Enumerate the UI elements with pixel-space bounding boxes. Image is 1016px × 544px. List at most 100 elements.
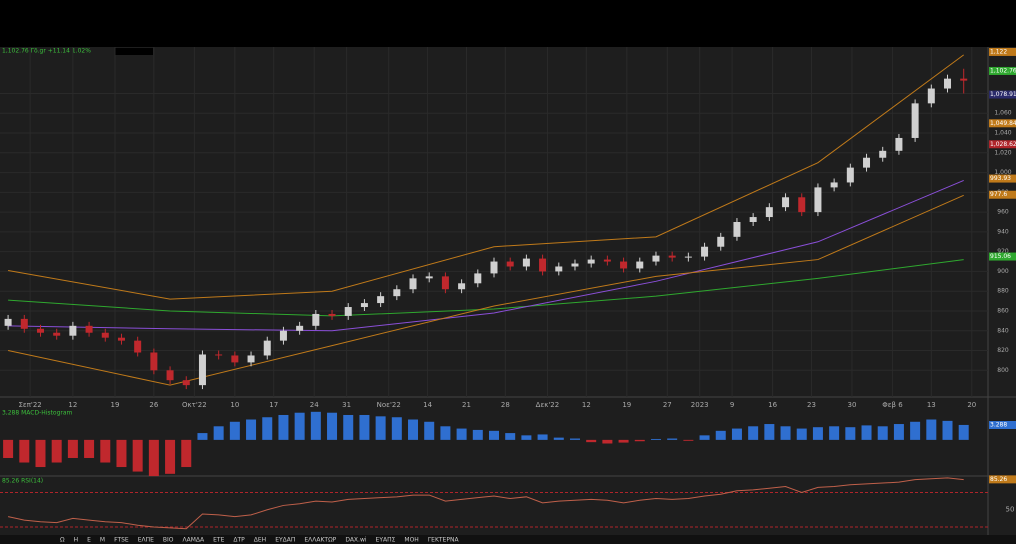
- price-badge-label: 1,078.91: [990, 91, 1016, 98]
- candle-body: [344, 307, 352, 316]
- histogram-bar: [796, 428, 807, 440]
- candle-body: [717, 236, 725, 247]
- y-tick-label: 840: [997, 327, 1009, 334]
- histogram-bar: [359, 414, 370, 440]
- candle-body: [911, 103, 919, 138]
- candle-body: [458, 283, 466, 290]
- toolbar-item[interactable]: ΒΙΟ: [163, 537, 174, 544]
- histogram-bar: [650, 438, 661, 440]
- toolbar-item[interactable]: FTSE: [114, 537, 129, 544]
- candle-body: [830, 182, 838, 188]
- candle-body: [879, 150, 887, 158]
- candle-body: [69, 325, 77, 336]
- toolbar-item[interactable]: M: [100, 537, 105, 544]
- candle-body: [587, 259, 595, 264]
- histogram-bar: [19, 439, 30, 463]
- histogram-bar: [618, 439, 629, 443]
- histogram-bar: [375, 416, 386, 440]
- histogram-bar: [51, 439, 62, 463]
- price-badge-label: 993.93: [990, 175, 1011, 182]
- candle-body: [263, 340, 271, 356]
- candle-body: [377, 296, 385, 304]
- candle-body: [360, 303, 368, 308]
- price-badge: [989, 475, 1016, 484]
- histogram-bar: [602, 439, 613, 444]
- candle-body: [53, 332, 61, 336]
- histogram-bar: [181, 439, 192, 468]
- toolbar-item[interactable]: ΕΥΑΠΣ: [376, 537, 396, 544]
- candle-body: [117, 337, 125, 341]
- candle-body: [798, 197, 806, 213]
- toolbar-item[interactable]: ΓΕΚΤΕΡΝΑ: [428, 537, 460, 544]
- histogram-bar: [84, 439, 95, 458]
- histogram-bar: [764, 424, 775, 440]
- histogram-bar: [537, 434, 548, 440]
- input-box: [115, 48, 153, 55]
- candle-body: [668, 255, 676, 258]
- x-tick-label: 19: [622, 401, 631, 409]
- histogram-bar: [391, 417, 402, 440]
- candle-body: [944, 78, 952, 89]
- candle-body: [814, 187, 822, 213]
- histogram-bar: [440, 426, 451, 440]
- candle-body: [539, 258, 547, 272]
- toolbar-item[interactable]: ΛΑΜΔΑ: [183, 537, 205, 544]
- x-tick-label: 19: [111, 401, 120, 409]
- histogram-bar: [132, 439, 143, 472]
- histogram-bar: [893, 424, 904, 440]
- histogram-bar: [35, 439, 46, 468]
- histogram-bar: [310, 411, 321, 440]
- histogram-bar: [246, 419, 257, 440]
- candle-body: [490, 261, 498, 274]
- histogram-bar: [165, 439, 176, 474]
- candle-body: [4, 318, 12, 326]
- candle-body: [571, 263, 579, 267]
- price-badge-label: 3.288: [990, 421, 1007, 428]
- toolbar-item[interactable]: ΔΤΡ: [233, 537, 245, 544]
- x-tick-label: 31: [342, 401, 351, 409]
- toolbar-item[interactable]: ΔΕΗ: [254, 537, 266, 544]
- toolbar-item[interactable]: ΕΛΠΕ: [138, 537, 154, 544]
- price-badge: [989, 174, 1016, 183]
- candle-body: [166, 370, 174, 381]
- candle-body: [782, 197, 790, 208]
- histogram-bar: [958, 424, 969, 440]
- panel-title: 3,288 MACD-Histogram: [2, 410, 73, 417]
- candle-body: [733, 222, 741, 237]
- price-badge: [989, 190, 1016, 199]
- candle-body: [279, 330, 287, 341]
- histogram-bar: [116, 439, 127, 468]
- candle-body: [328, 313, 336, 316]
- price-badge-label: 1,102.76: [990, 67, 1016, 74]
- candle-body: [36, 328, 44, 333]
- candle-body: [684, 256, 692, 258]
- toolbar-item[interactable]: ΕΛΛΑΚΤΩΡ: [304, 537, 336, 544]
- candle-body: [636, 261, 644, 269]
- toolbar-item[interactable]: ΕΥΔΑΠ: [275, 537, 295, 544]
- toolbar-item[interactable]: ΕΤΕ: [213, 537, 224, 544]
- x-tick-label: 13: [927, 401, 936, 409]
- histogram-bar: [683, 439, 694, 441]
- histogram-bar: [861, 425, 872, 440]
- toolbar-item[interactable]: H: [74, 537, 79, 544]
- toolbar-item[interactable]: Ω: [60, 537, 65, 544]
- y-tick-label: 900: [997, 268, 1009, 275]
- candle-body: [895, 137, 903, 151]
- toolbar-item[interactable]: Ε: [87, 537, 91, 544]
- histogram-bar: [780, 426, 791, 440]
- candle-body: [409, 278, 417, 290]
- y-tick-label: 1,060: [994, 110, 1011, 117]
- histogram-bar: [521, 435, 532, 440]
- histogram-bar: [553, 437, 564, 440]
- x-tick-label: 16: [768, 401, 777, 409]
- candle-body: [20, 318, 28, 329]
- price-badge: [989, 66, 1016, 75]
- toolbar-item[interactable]: DAX.wi: [345, 537, 367, 544]
- histogram-bar: [408, 419, 419, 440]
- candle-body: [765, 207, 773, 218]
- toolbar-item[interactable]: ΜΟΗ: [404, 537, 418, 544]
- indicator-line: [7, 194, 964, 386]
- histogram-bar: [748, 426, 759, 440]
